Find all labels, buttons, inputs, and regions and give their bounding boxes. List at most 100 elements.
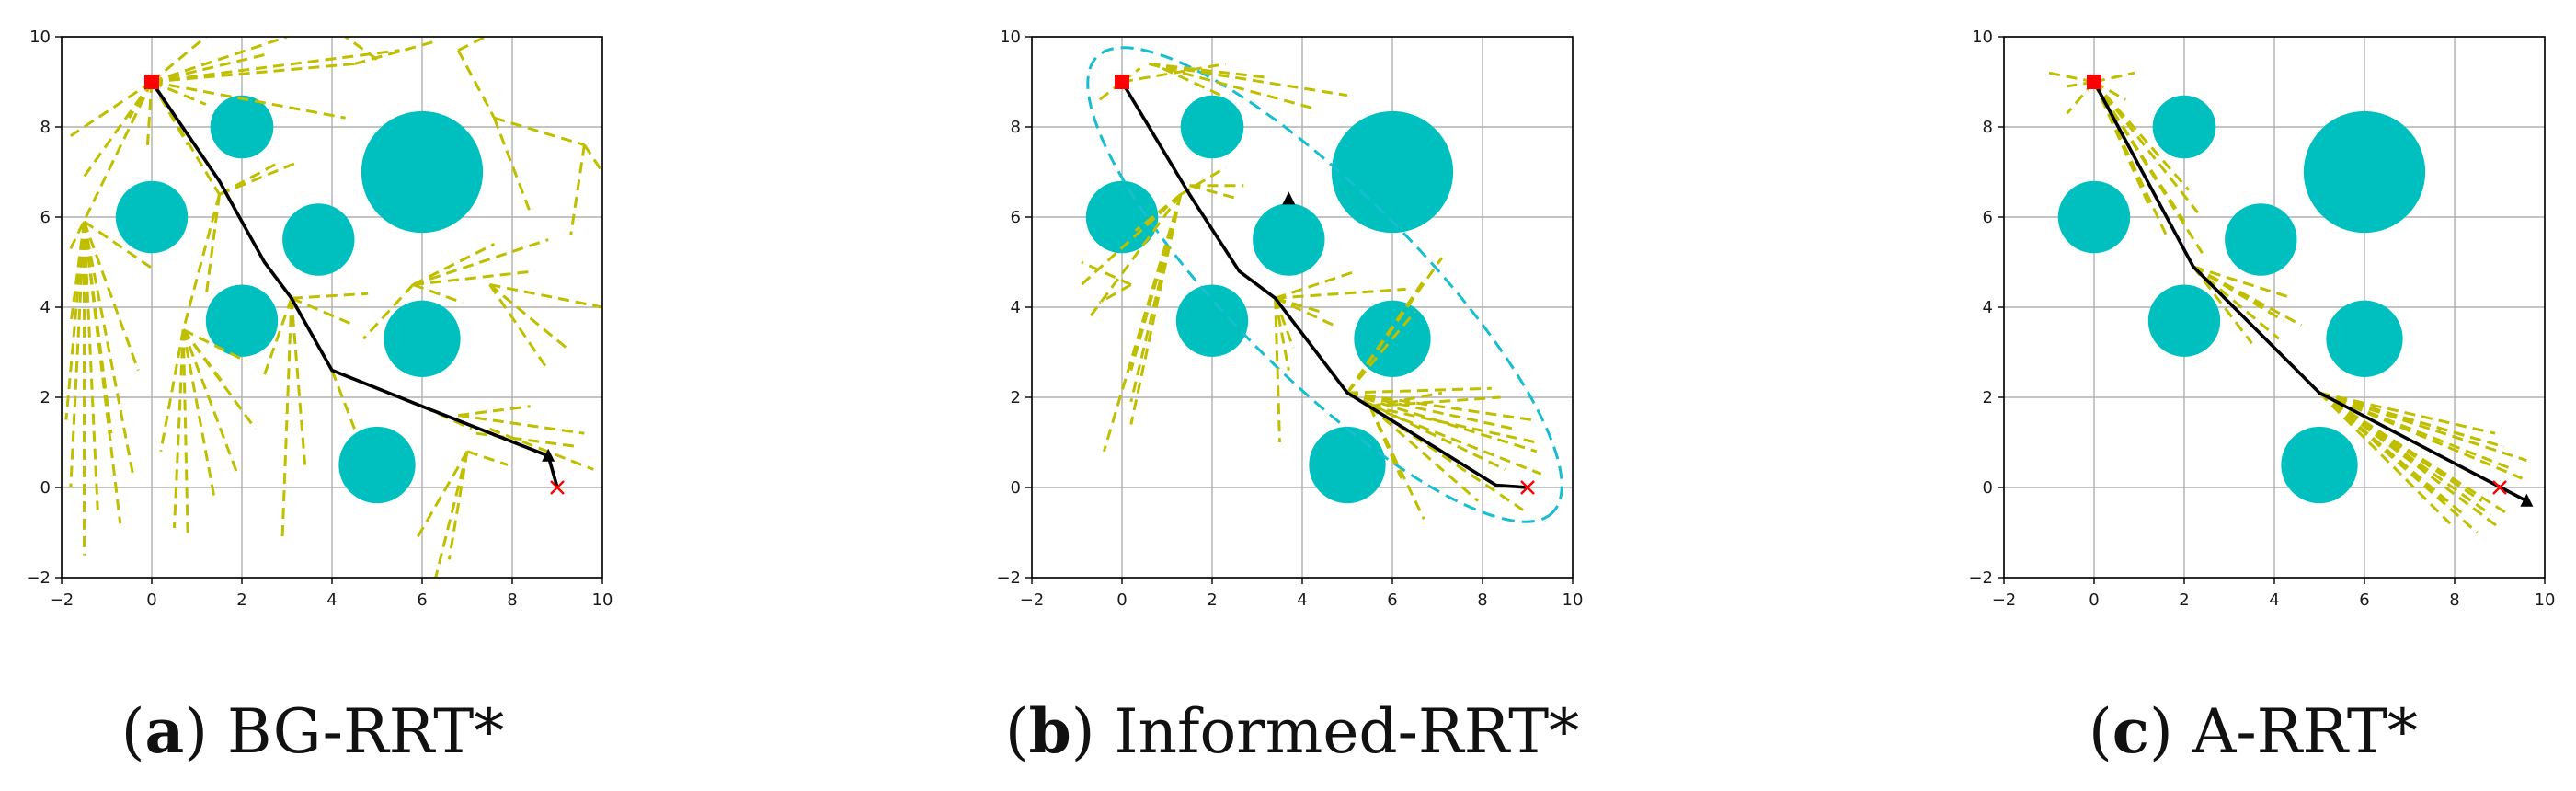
x-tick-label: 4 [1297,590,1307,610]
x-tick-label: −2 [50,590,74,610]
tree-edge [1369,405,1538,444]
tree-edge [489,283,602,309]
x-tick-label: 8 [2449,590,2459,610]
tree-edge [1346,391,1515,430]
obstacle-circle [1180,95,1244,159]
plot-area [2048,71,2534,534]
tree-edge [2092,81,2191,191]
caption-b-letter: b [1029,695,1071,767]
x-tick-label: 4 [326,590,337,610]
tree-edge [1274,297,1290,371]
obstacle-circle [2147,284,2221,357]
tree-edge [412,283,464,304]
tree-edge [1189,184,1240,201]
x-tick-label: 2 [2179,590,2189,610]
y-tick-label: 4 [1983,298,1993,317]
tree-edge [64,221,86,420]
tree-edge [181,329,189,537]
caption-a: (a) BG-RRT* [121,695,504,767]
start-marker [144,75,159,89]
tree-edge [412,238,549,286]
tree-edge [2318,391,2496,435]
tree-edge [466,450,509,466]
x-tick-label: 0 [146,590,156,610]
start-marker [1115,75,1129,89]
tree-edge [291,292,369,300]
caption-b: (b) Informed-RRT* [1005,695,1579,767]
x-tick-label: 4 [2269,590,2279,610]
tree-edge [344,37,378,61]
start-marker [2087,75,2101,89]
y-tick-label: 2 [1983,388,1993,407]
tree-edge [2048,71,2095,84]
tree-edge [434,451,469,578]
tree-edge [181,194,221,330]
tree-edge [83,221,99,510]
y-tick-label: 6 [1983,208,1993,227]
tree-edge [488,427,594,471]
y-tick-label: 4 [40,298,51,317]
goal-cross-stroke [2492,480,2507,495]
tree-edge [2318,391,2433,476]
tree-edge [1369,391,1443,408]
x-tick-label: 8 [507,590,517,610]
y-tick-label: 10 [1972,28,1993,47]
tree-edge [488,283,567,350]
tree-edge [1346,391,1506,471]
tree-edge [1345,310,1416,395]
y-tick-label: 4 [1011,298,1021,317]
y-tick-label: −2 [996,568,1021,588]
tree-edge [412,243,496,286]
tree-edge [1149,62,1348,97]
tree-edge [69,80,153,138]
plot-area [64,37,602,578]
tree-edge [181,329,217,501]
obstacle-circle [2303,110,2426,234]
tree-edge [2318,392,2452,525]
tree-edge [69,81,154,249]
y-tick-label: 0 [1983,478,1993,498]
obstacle-circle [1309,426,1386,504]
goal-cross-stroke [1520,480,1535,495]
tree-edge [83,221,113,434]
tree-edge [1098,283,1132,304]
obstacle-circle [2152,95,2216,159]
tree-edge [151,37,207,84]
tree-edge [1274,297,1295,349]
tree-edge [151,62,355,84]
tree-edge [1346,386,1492,395]
tree-edge [569,144,586,235]
tree-edge [218,161,279,196]
tree-edge [290,298,307,465]
caption-b-title: Informed-RRT* [1114,696,1579,767]
y-tick-label: 8 [1011,118,1021,137]
panel-a: −2−2 0 0 2 2 4 4 6 6 8 8 10 10 [26,28,613,610]
tree-edge [150,81,189,146]
obstacle-circle [210,95,274,159]
x-tick-label: 10 [2535,590,2556,610]
tree-edge [182,328,225,385]
y-tick-label: 8 [1983,118,1993,137]
tree-edge [493,116,585,147]
tree-edge [1121,62,1226,84]
tree-edge [151,53,265,84]
tree-edge [1274,298,1281,443]
obstacle-circle [361,110,484,234]
tree-edge [182,328,247,363]
tree-edge [218,161,297,196]
tree-edge [1129,194,1183,403]
tree-edge [1089,193,1182,317]
tree-edge [83,221,135,479]
tree-edge [83,221,122,524]
y-tick-label: 8 [40,118,51,137]
tree-edge [2318,391,2474,440]
caption-a-letter: a [145,695,185,767]
y-tick-label: 0 [1011,478,1021,498]
tree-edge [457,414,585,435]
x-tick-label: 0 [1116,590,1127,610]
x-tick-label: −2 [1020,590,1045,610]
y-tick-label: 2 [1011,388,1021,407]
obstacle-circle [1331,110,1454,234]
tree-edge [2192,265,2284,322]
plot-area [1080,46,1563,523]
